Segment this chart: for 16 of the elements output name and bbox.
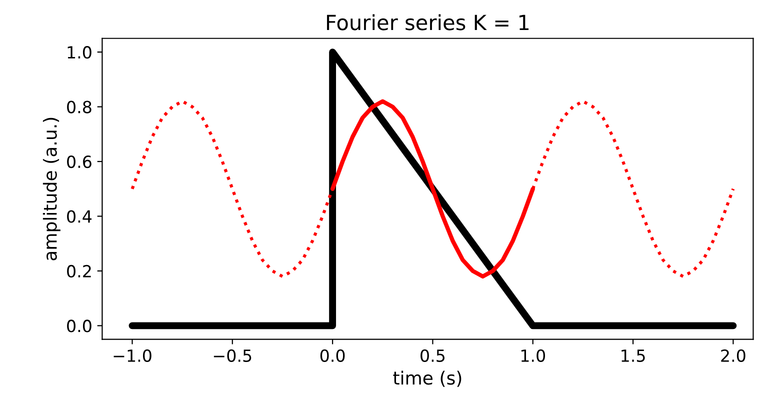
y-tick-label: 1.0 [68, 46, 92, 59]
x-tick-label: −1.0 [114, 349, 152, 362]
chart-title: Fourier series K = 1 [327, 14, 529, 30]
y-tick-label: 0.8 [67, 100, 92, 114]
x-tick-label: 2.0 [721, 349, 746, 362]
x-axis-title: time (s) [393, 370, 462, 387]
x-tick-label: 0.0 [320, 349, 345, 362]
y-tick-label: 0.4 [67, 210, 92, 223]
x-tick-label: 1.5 [622, 350, 645, 362]
y-axis-title: amplitude (a.u.) [42, 118, 60, 260]
x-tick-label: 0.5 [420, 349, 445, 362]
x-tick-label: −0.5 [214, 349, 252, 362]
y-tick-label: 0.6 [67, 155, 92, 168]
y-tick-label: 0.2 [67, 264, 91, 278]
y-tick-label: 0.0 [67, 320, 92, 332]
x-tick-label: 1.0 [521, 349, 546, 362]
